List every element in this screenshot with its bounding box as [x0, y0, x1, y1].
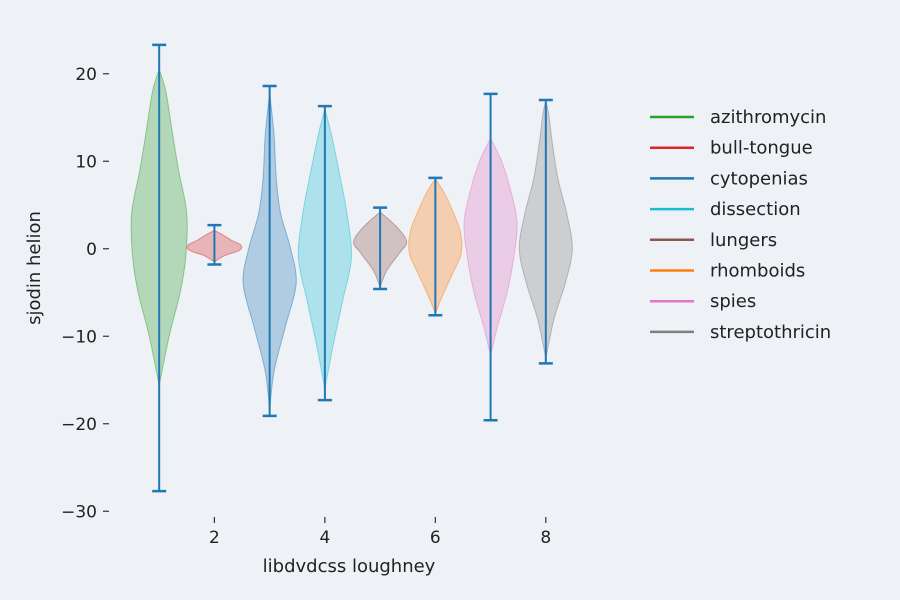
x-tick-label: 6 [430, 528, 441, 548]
legend-label: azithromycin [710, 107, 826, 128]
x-tick-label: 8 [540, 528, 551, 548]
whiskers [152, 43, 553, 493]
legend-label: cytopenias [710, 168, 808, 189]
legend-label: spies [710, 291, 756, 312]
x-axis-label: libdvdcss loughney [263, 556, 436, 577]
y-axis-label: sjodin helion [24, 211, 45, 325]
legend-label: rhomboids [710, 261, 805, 282]
x-axis: 2 4 6 8 [209, 517, 551, 548]
legend-label: bull-tongue [710, 138, 813, 159]
y-tick-label: 0 [86, 240, 97, 260]
legend-label: lungers [710, 230, 777, 251]
x-tick-label: 2 [209, 528, 220, 548]
y-axis: −30 −20 −10 0 10 20 [61, 65, 109, 522]
y-tick-label: −10 [61, 327, 97, 347]
y-tick-label: −20 [61, 415, 97, 435]
legend-label: streptothricin [710, 322, 831, 343]
y-tick-label: 20 [75, 65, 97, 85]
legend: azithromycin bull-tongue cytopenias dissect… [650, 107, 831, 343]
y-tick-label: −30 [61, 502, 97, 522]
legend-label: dissection [710, 199, 801, 220]
x-tick-label: 4 [319, 528, 330, 548]
y-tick-label: 10 [75, 152, 97, 172]
